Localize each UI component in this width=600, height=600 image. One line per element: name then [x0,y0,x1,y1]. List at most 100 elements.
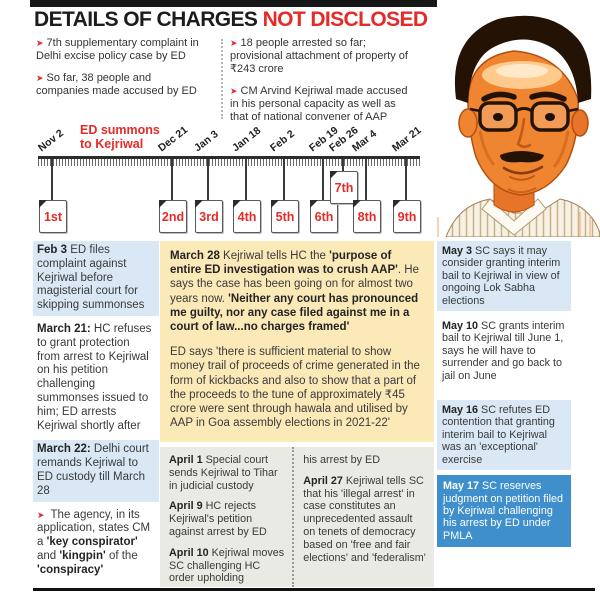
page-title: DETAILS OF CHARGES NOT DISCLOSED [34,8,428,32]
entry-date: April 9 [169,500,203,513]
entry-april9: April 9 HC rejects Kejriwal's petition a… [169,500,287,538]
agency-text-3: of the [105,549,138,562]
summons-ordinal: 8th [357,210,377,224]
march28-text-1: Kejriwal tells HC the [219,250,330,262]
timeline-label-line2: to Kejriwal [80,136,144,151]
entry-april10-continued: his arrest by ED [303,454,381,466]
ed-says-paragraph: ED says 'there is sufficient material to… [170,346,420,430]
entry-text: Kejriwal tells SC that his 'illegal arre… [303,474,426,564]
timeline-ticks [38,159,420,166]
entry-text: SC reserves judgment on petition filed b… [443,480,564,542]
summons-ordinal: 4th [237,210,257,224]
march28-quote-1: 'purpose of entire ED investigation was … [170,250,398,277]
timeline-connector [283,159,285,201]
summons-ordinal: 2nd [161,210,185,224]
bullet-arrow-icon: ➤ [230,86,238,96]
summons-doc-icon: 4th [233,200,261,233]
entry-text: SC refutes ED contention that granting i… [442,404,555,466]
entry-april1: April 1 Special court sends Kejriwal to … [169,454,287,492]
entry-may10: May 10 SC grants interim bail to Kejriwa… [437,316,571,386]
entry-date: April 10 [169,546,209,559]
summons-doc-icon: 9th [393,200,421,233]
timeline-date: Dec 21 [155,123,191,155]
summons-doc-icon: 3rd [195,200,223,233]
entry-may3: May 3 SC says it may consider granting i… [437,241,571,312]
summons-doc-icon: 6th [310,200,338,233]
intro-bullet-1: ➤ 7th supplementary complaint in Delhi ex… [36,37,204,63]
title-highlight: NOT DISCLOSED [262,8,428,31]
entry-may16: May 16 SC refutes ED contention that gra… [437,400,571,471]
entry-april10: April 10 Kejriwal moves SC challenging H… [169,547,287,585]
may-column: May 3 SC says it may consider granting i… [437,241,571,552]
entry-april27: April 27 Kejriwal tells SC that his 'ill… [303,475,427,565]
feb-march-column: Feb 3 ED files complaint against Kejriwa… [33,241,159,585]
entry-date: March 21: [37,322,91,335]
summons-doc-icon: 7th [330,171,358,204]
timeline-date: Nov 2 [35,127,66,155]
timeline-connector [207,159,209,201]
summons-doc-icon: 2nd [159,200,187,233]
timeline-axis [38,156,420,159]
march28-panel: March 28 Kejriwal tells HC the 'purpose … [160,241,434,442]
entry-march21: March 21: HC refuses to grant protection… [33,320,159,436]
intro-bullet-4-text: CM Arvind Kejriwal made accused in his p… [230,85,408,123]
agency-text-2: and [37,549,60,562]
agency-bold-2: 'kingpin' [59,549,106,562]
timeline-connector [245,159,247,201]
entry-text: Kejriwal moves SC challenging HC order u… [169,546,285,585]
bullet-arrow-icon: ➤ [36,38,44,48]
timeline-connector [405,159,407,201]
summons-ordinal: 5th [275,210,295,224]
bullet-arrow-icon: ➤ [37,509,45,520]
march28-paragraph: March 28 Kejriwal tells HC the 'purpose … [170,249,424,334]
top-rule [30,0,437,7]
bottom-rule [33,588,595,591]
timeline-date: Jan 3 [191,128,221,155]
summons-doc-icon: 1st [39,200,67,233]
entry-text: SC grants interim bail to Kejriwal till … [442,320,565,382]
entry-march22: March 22: Delhi court remands Kejriwal t… [33,440,159,502]
bullet-arrow-icon: ➤ [36,73,44,83]
entry-text: ED files complaint against Kejriwal befo… [37,244,145,312]
kejriwal-portrait [428,7,600,237]
entry-text: HC refuses to grant protection from arre… [37,322,152,432]
april-column-2: his arrest by ED April 27 Kejriwal tells… [294,447,434,587]
entry-agency: ➤ The agency, in its application, states… [33,506,159,581]
entry-text: SC says it may consider granting interim… [442,245,561,307]
summons-doc-icon: 5th [271,200,299,233]
timeline-connector [365,159,367,201]
timeline-connector [171,159,173,201]
entry-date: May 3 [442,245,473,257]
entry-date: March 22: [37,443,91,456]
entry-date: May 17 [443,480,480,493]
entry-text: Delhi court remands Kejriwal to ED custo… [37,443,149,497]
agency-text-1: The agency, in its application, states C… [37,508,151,549]
entry-text: HC rejects Kejriwal's petition against a… [169,500,267,538]
summons-ordinal: 7th [334,181,354,195]
timeline-label-line1: ED summons [80,123,160,137]
timeline-connector [342,159,344,172]
entry-text: Special court sends Kejriwal to Tihar in… [169,454,278,492]
intro-bullet-4: ➤ CM Arvind Kejriwal made accused in his … [230,85,408,124]
intro-left-column: ➤ 7th supplementary complaint in Delhi ex… [36,37,204,107]
summons-doc-icon: 8th [353,200,381,233]
timeline-connector [51,159,53,201]
intro-divider [221,39,223,119]
agency-bold-3: 'conspiracy' [37,563,104,576]
entry-may17: May 17 SC reserves judgment on petition … [437,475,571,548]
bullet-arrow-icon: ➤ [230,38,238,48]
entry-date: May 16 [442,404,479,417]
april-column-1: April 1 Special court sends Kejriwal to … [160,447,295,587]
intro-bullet-1-text: 7th supplementary complaint in Delhi exc… [36,37,199,62]
summons-ordinal: 3rd [199,210,219,224]
agency-bold-1: 'key conspirator' [46,536,138,549]
title-main: DETAILS OF CHARGES [34,8,258,31]
intro-bullet-2: ➤ So far, 38 people and companies made ac… [36,72,204,98]
timeline-connector [322,159,324,201]
entry-feb3: Feb 3 ED files complaint against Kejriwa… [33,241,159,316]
april-panel: April 1 Special court sends Kejriwal to … [160,447,434,587]
entry-date: March 28 [170,250,220,262]
intro-bullet-2-text: So far, 38 people and companies made acc… [36,72,197,97]
entry-date: April 1 [169,454,203,466]
